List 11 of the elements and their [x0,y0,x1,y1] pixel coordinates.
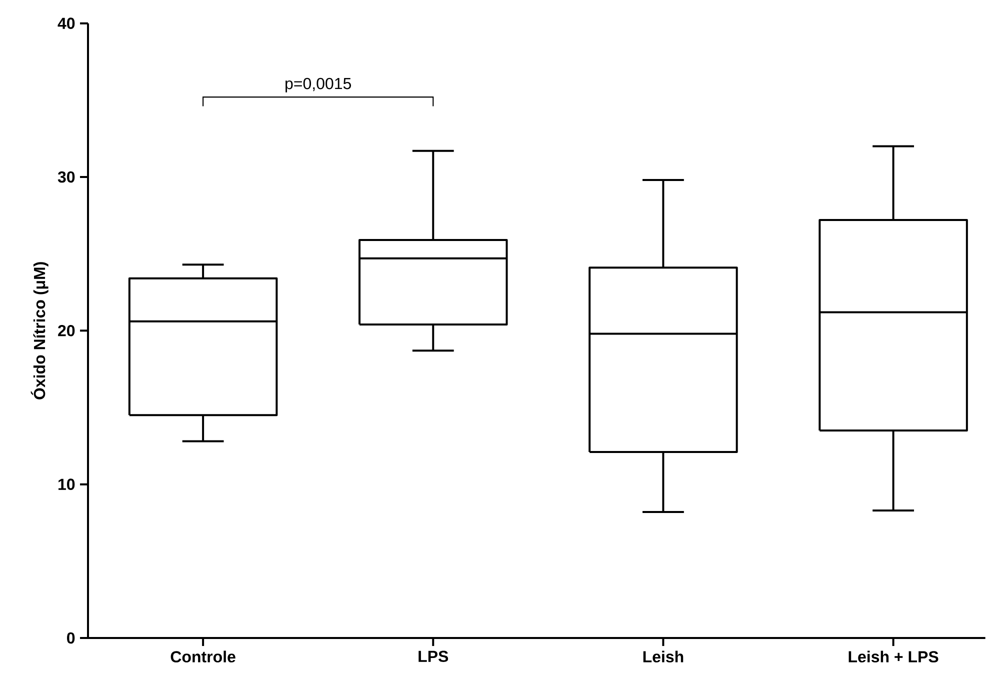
y-tick-label: 10 [58,478,75,490]
y-axis-title: Óxido Nítrico (μM) [30,262,48,400]
x-tick-label: Controle [170,650,236,662]
x-tick-label: Leish + LPS [848,650,938,662]
y-tick-label: 20 [58,324,75,336]
x-tick-label: LPS [418,650,448,662]
y-tick-label: 40 [58,18,75,29]
y-tick-label: 0 [67,632,75,644]
x-tick-label: Leish [643,650,684,662]
annotation: p=0,0015 [286,78,351,92]
y-tick-label: 30 [58,171,75,183]
